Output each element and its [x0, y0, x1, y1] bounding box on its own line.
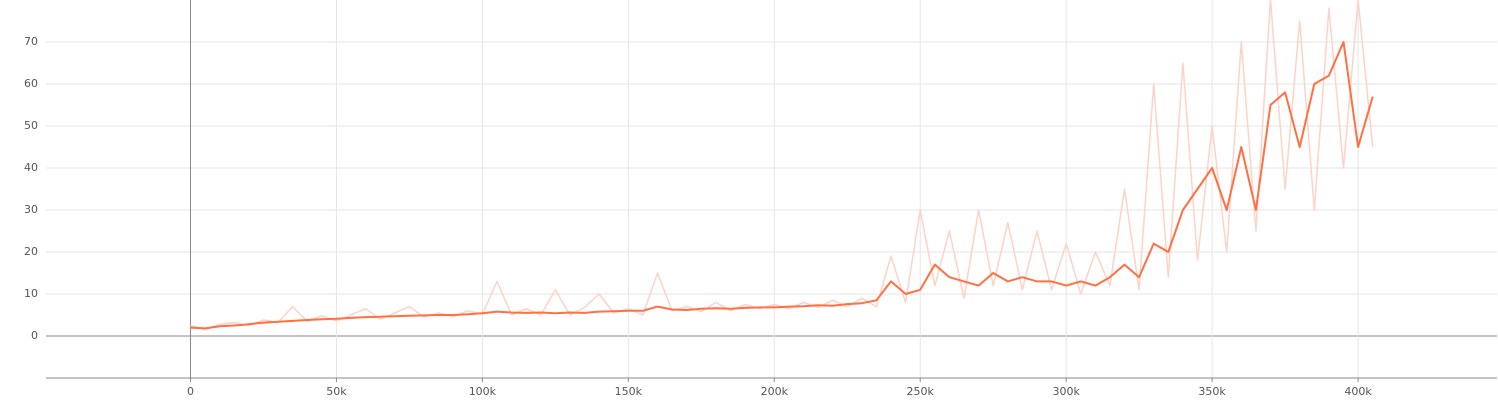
x-tick-label: 250k: [907, 385, 935, 398]
x-tick-label: 150k: [615, 385, 643, 398]
y-tick-label: 70: [24, 35, 38, 48]
y-tick-label: 30: [24, 203, 38, 216]
x-tick-label: 0: [187, 385, 194, 398]
series-line: [190, 41, 1374, 330]
y-tick-label: 50: [24, 119, 38, 132]
x-tick-label: 200k: [761, 385, 789, 398]
y-tick-label: 20: [24, 245, 38, 258]
x-tick-label: 350k: [1198, 385, 1226, 398]
x-tick-label: 100k: [469, 385, 497, 398]
y-tick-label: 0: [31, 329, 38, 342]
y-tick-label: 40: [24, 161, 38, 174]
x-tick-label: 400k: [1344, 385, 1372, 398]
x-tick-label: 50k: [326, 385, 347, 398]
x-tick-label: 300k: [1052, 385, 1080, 398]
series-line: [190, 0, 1374, 331]
y-tick-label: 60: [24, 77, 38, 90]
y-tick-label: 10: [24, 287, 38, 300]
